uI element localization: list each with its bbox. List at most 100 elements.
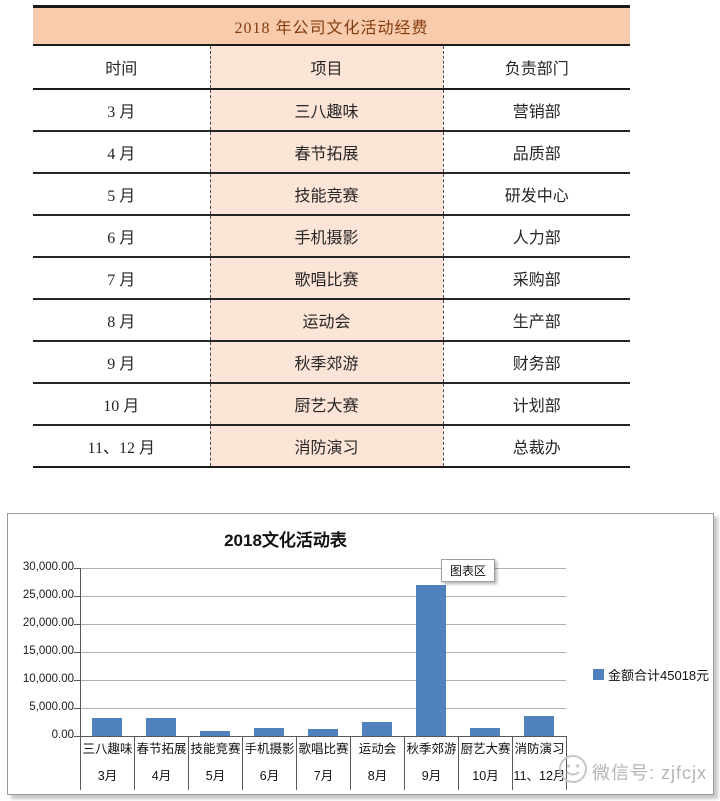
bar xyxy=(416,585,446,736)
table-cell: 研发中心 xyxy=(443,172,630,216)
table-cell: 消防演习 xyxy=(209,424,444,468)
bar xyxy=(254,728,284,736)
x-category-label: 手机摄影 xyxy=(242,736,296,763)
table-title: 2018 年公司文化活动经费 xyxy=(33,5,630,46)
table-cell: 三八趣味 xyxy=(209,88,444,132)
x-month-label: 3月 xyxy=(80,763,134,790)
x-category-label: 消防演习 xyxy=(512,736,566,763)
table-row: 6 月手机摄影 人力部 xyxy=(33,214,630,258)
x-category-label: 技能竞赛 xyxy=(188,736,242,763)
gridline xyxy=(80,624,566,625)
x-month-label: 8月 xyxy=(350,763,404,790)
table-row: 8 月运动会 生产部 xyxy=(33,298,630,342)
table-cell: 总裁办 xyxy=(443,424,630,468)
table-cell: 10 月 xyxy=(33,382,210,426)
table-cell: 7 月 xyxy=(33,256,210,300)
table-cell: 生产部 xyxy=(443,298,630,342)
table-cell: 人力部 xyxy=(443,214,630,258)
x-category-label: 厨艺大赛 xyxy=(458,736,512,763)
axis-tick xyxy=(74,652,80,653)
y-axis-label: 30,000.00 xyxy=(22,561,74,573)
axis-tick xyxy=(74,736,80,737)
x-category-label: 秋季郊游 xyxy=(404,736,458,763)
table-row: 10 月厨艺大赛 计划部 xyxy=(33,382,630,426)
x-month-label: 7月 xyxy=(296,763,350,790)
axis-tick xyxy=(74,596,80,597)
table-row: 9 月秋季郊游 财务部 xyxy=(33,340,630,384)
y-axis-label: 25,000.00 xyxy=(22,589,74,601)
y-axis-label: 10,000.00 xyxy=(22,673,74,685)
table-cell: 厨艺大赛 xyxy=(209,382,444,426)
chart-container: 2018文化活动表 30,000.00 25,000.00 20,000.00 15,… xyxy=(7,513,714,795)
col-header-time: 时间 xyxy=(33,44,210,90)
gridline xyxy=(80,596,566,597)
x-month-label: 5月 xyxy=(188,763,242,790)
legend-label: 金额合计45018元 xyxy=(608,667,710,683)
x-category-label: 三八趣味 xyxy=(80,736,134,763)
x-month-label: 11、12月 xyxy=(512,763,566,790)
axis-tick xyxy=(74,680,80,681)
table-cell: 8 月 xyxy=(33,298,210,342)
table-cell: 9 月 xyxy=(33,340,210,384)
table-row: 3 月三八趣味 营销部 xyxy=(33,88,630,132)
chart-title: 2018文化活动表 xyxy=(224,531,347,550)
y-axis-label: 5,000.00 xyxy=(29,701,74,713)
table-header-row: 时间 项目 负责部门 xyxy=(33,44,630,90)
x-category-label: 春节拓展 xyxy=(134,736,188,763)
table-cell: 11、12 月 xyxy=(33,424,210,468)
y-axis-label: 0.00 xyxy=(51,729,74,741)
gridline xyxy=(80,568,566,569)
table-row: 5 月技能竞赛 研发中心 xyxy=(33,172,630,216)
bar xyxy=(146,718,176,736)
bar xyxy=(200,731,230,736)
bar xyxy=(524,716,554,736)
y-axis-line xyxy=(80,568,81,736)
col-header-department: 负责部门 xyxy=(443,44,630,90)
table-cell: 营销部 xyxy=(443,88,630,132)
watermark: 微信号: zjfcjx xyxy=(558,754,707,789)
bar xyxy=(362,722,392,736)
y-axis-label: 15,000.00 xyxy=(22,645,74,657)
col-header-project: 项目 xyxy=(209,44,444,90)
table-cell: 手机摄影 xyxy=(209,214,444,258)
axis-tick xyxy=(74,568,80,569)
watermark-label: 微信号: zjfcjx xyxy=(592,762,708,783)
axis-tick xyxy=(74,708,80,709)
table-row: 11、12 月消防演习 总裁办 xyxy=(33,424,630,468)
x-month-label: 10月 xyxy=(458,763,512,790)
x-category-label: 运动会 xyxy=(350,736,404,763)
table-cell: 技能竞赛 xyxy=(209,172,444,216)
x-category-label: 歌唱比赛 xyxy=(296,736,350,763)
table-cell: 品质部 xyxy=(443,130,630,174)
table-cell: 计划部 xyxy=(443,382,630,426)
table-cell: 采购部 xyxy=(443,256,630,300)
legend-swatch-icon xyxy=(593,668,604,680)
budget-table: 2018 年公司文化活动经费 时间 项目 负责部门 3 月三八趣味 营销部 4 月春… xyxy=(33,5,630,468)
table-cell: 3 月 xyxy=(33,88,210,132)
y-axis-label: 20,000.00 xyxy=(22,617,74,629)
table-cell: 运动会 xyxy=(209,298,444,342)
x-month-label: 4月 xyxy=(134,763,188,790)
table-cell: 6 月 xyxy=(33,214,210,258)
bar xyxy=(308,729,338,736)
gridline xyxy=(80,652,566,653)
table-cell: 秋季郊游 xyxy=(209,340,444,384)
table-cell: 5 月 xyxy=(33,172,210,216)
wechat-logo-icon xyxy=(558,754,588,789)
table-title-row: 2018 年公司文化活动经费 xyxy=(33,5,630,46)
table-row: 4 月春节拓展 品质部 xyxy=(33,130,630,174)
axis-tick xyxy=(74,624,80,625)
table-cell: 财务部 xyxy=(443,340,630,384)
gridline xyxy=(80,680,566,681)
gridline xyxy=(80,708,566,709)
chart-area-tooltip: 图表区 xyxy=(441,559,496,582)
x-month-label: 9月 xyxy=(404,763,458,790)
table-cell: 4 月 xyxy=(33,130,210,174)
table-cell: 歌唱比赛 xyxy=(209,256,444,300)
bar xyxy=(92,718,122,736)
bar xyxy=(470,728,500,736)
legend: 金额合计45018元 xyxy=(593,664,709,684)
table-cell: 春节拓展 xyxy=(209,130,444,174)
gridline xyxy=(80,736,566,737)
